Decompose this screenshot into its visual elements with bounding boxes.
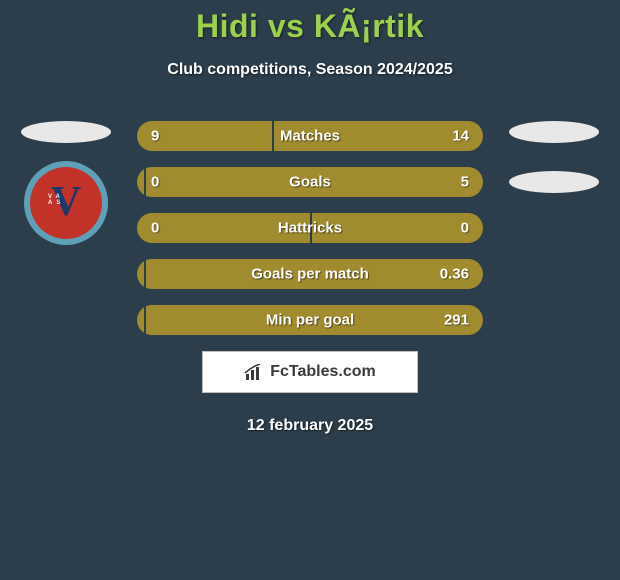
footer-brand-box[interactable]: FcTables.com	[202, 351, 418, 393]
stat-right-value: 0	[461, 220, 469, 237]
right-player-avatar-placeholder	[509, 121, 599, 143]
left-club-badge: VA AS	[24, 161, 108, 245]
widget-container: Hidi vs KÃ¡rtik Club competitions, Seaso…	[0, 0, 620, 435]
subtitle: Club competitions, Season 2024/2025	[0, 61, 620, 79]
stat-row-matches: 9 Matches 14	[137, 121, 483, 151]
right-club-badge-placeholder	[509, 171, 599, 193]
stat-right-value: 5	[461, 174, 469, 191]
stat-left-value: 9	[151, 128, 159, 145]
stat-row-min-per-goal: Min per goal 291	[137, 305, 483, 335]
left-player-avatar-placeholder	[21, 121, 111, 143]
stat-left-value: 0	[151, 220, 159, 237]
bar-chart-icon	[244, 364, 264, 380]
stat-label: Goals	[289, 174, 331, 191]
stat-right-value: 291	[444, 312, 469, 329]
date-label: 12 february 2025	[0, 417, 620, 435]
stat-label: Hattricks	[278, 220, 342, 237]
badge-outer-ring: VA AS	[24, 161, 108, 245]
comparison-bars: 9 Matches 14 0 Goals 5 0 Hattricks 0	[137, 121, 483, 335]
stat-left-value: 0	[151, 174, 159, 191]
bar-left-fill	[137, 167, 144, 197]
stat-label: Matches	[280, 128, 340, 145]
stat-right-value: 14	[452, 128, 469, 145]
stat-right-value: 0.36	[440, 266, 469, 283]
footer-brand-text: FcTables.com	[270, 363, 376, 381]
badge-text: VA AS	[48, 194, 84, 206]
bar-left-fill	[137, 259, 144, 289]
stat-row-goals: 0 Goals 5	[137, 167, 483, 197]
right-player-column	[504, 121, 604, 221]
left-player-column: VA AS	[16, 121, 116, 245]
stat-row-hattricks: 0 Hattricks 0	[137, 213, 483, 243]
stat-row-goals-per-match: Goals per match 0.36	[137, 259, 483, 289]
stats-area: VA AS 9 Matches 14 0 Goal	[0, 121, 620, 335]
bar-left-fill	[137, 305, 144, 335]
stat-label: Min per goal	[266, 312, 354, 329]
stat-label: Goals per match	[251, 266, 369, 283]
badge-inner-circle: VA AS	[30, 167, 102, 239]
page-title: Hidi vs KÃ¡rtik	[0, 8, 620, 45]
